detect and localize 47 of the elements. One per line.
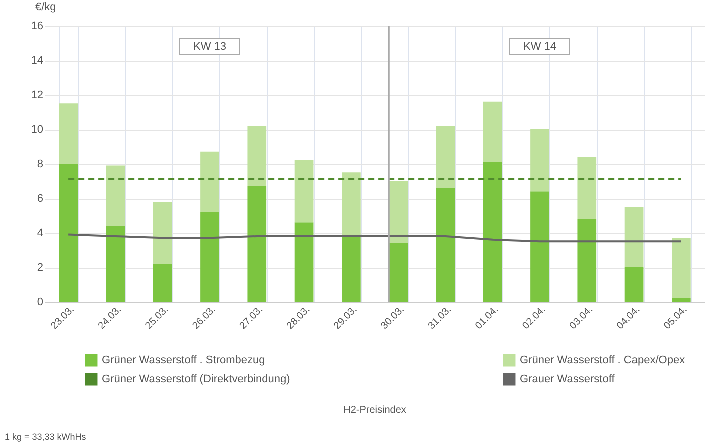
y-tick-label: 2 [37,262,44,274]
legend-label: Grauer Wasserstoff [520,374,616,386]
bar [624,207,644,268]
legend-label: Grüner Wasserstoff . Capex/Opex [520,354,686,367]
annotation: KW 14 [523,41,557,53]
bar [530,130,550,192]
bar [294,222,314,302]
line-series [68,234,682,243]
bar [578,157,597,220]
bar [530,192,550,302]
legend-label: Grüner Wasserstoff . Strombezug [102,354,266,367]
y-tick-label: 16 [31,20,44,32]
bar [436,126,456,188]
y-tick-label: 8 [37,158,44,170]
bar [200,212,220,302]
bar [342,172,361,236]
y-tick-label: 12 [31,90,44,102]
bar [342,236,361,302]
bar [578,219,597,302]
y-tick-label: 10 [31,124,44,136]
bar [294,160,314,223]
y-axis-title: €/kg [36,2,56,14]
bar [106,226,126,302]
y-tick-label: 4 [37,228,44,240]
bar [389,243,408,302]
bar [200,152,220,212]
y-tick-label: 6 [37,193,44,205]
bar [483,162,502,302]
bar [672,298,691,302]
text: 1 kg = 33,33 kWhHs [5,432,87,442]
y-tick-label: 14 [31,55,44,67]
bar [59,104,78,164]
legend-label: Grüner Wasserstoff (Direktverbindung) [102,374,290,386]
y-tick-label: 0 [37,296,44,308]
bar [248,126,267,186]
bar [483,102,502,162]
bar [389,181,408,244]
bar [248,186,267,302]
bar [153,202,172,264]
bar [59,164,78,302]
text: H2-Preisindex [344,405,406,416]
bar [624,268,644,302]
bar [153,264,172,302]
bar [672,238,691,299]
bar [106,166,126,226]
bar [436,188,456,302]
annotation: KW 13 [193,41,227,53]
